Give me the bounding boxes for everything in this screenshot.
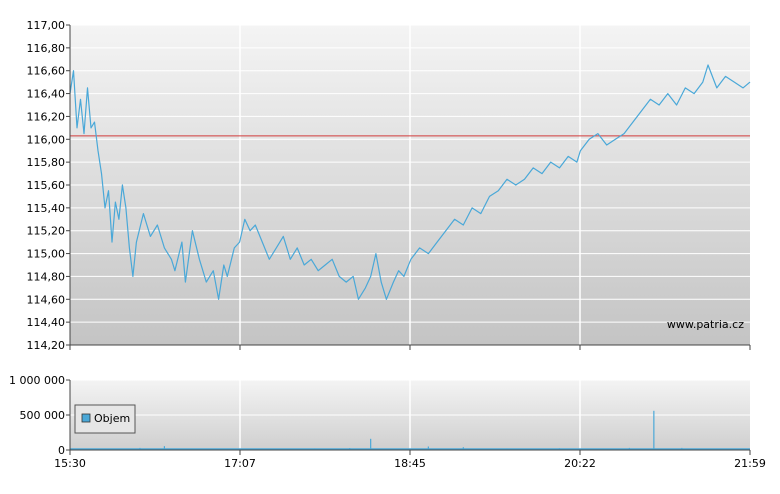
price-y-tick-label: 116,60 [27,65,66,78]
price-y-tick-label: 115,00 [27,248,66,261]
x-tick-label: 17:07 [224,457,256,470]
price-y-tick-label: 114,20 [27,339,66,352]
price-y-tick-label: 114,60 [27,293,66,306]
price-y-tick-label: 115,20 [27,225,66,238]
price-y-tick-label: 115,80 [27,156,66,169]
price-y-tick-label: 116,20 [27,110,66,123]
price-y-tick-label: 115,60 [27,179,66,192]
price-y-tick-label: 114,80 [27,270,66,283]
x-tick-label: 15:30 [54,457,86,470]
price-series-line [69,64,751,300]
x-tick-label: 21:59 [734,457,766,470]
price-y-tick-label: 115,40 [27,202,66,215]
price-y-tick-label: 114,40 [27,316,66,329]
price-y-tick-label: 116,00 [27,133,66,146]
volume-legend: Objem [74,404,136,434]
x-tick-label: 20:22 [564,457,596,470]
watermark-text: www.patria.cz [667,318,744,331]
price-y-tick-label: 116,80 [27,42,66,55]
price-chart-panel: 117,00 116,80 116,60 116,40 116,20 116,00 115,… [27,19,751,352]
legend-label: Objem [94,412,130,425]
legend-swatch [81,413,91,423]
volume-y-tick-label: 500 000 [20,409,66,422]
volume-chart-panel: 1 000 000 500 000 015:30 17:07 18:45 20:22 21:… [9,374,766,470]
price-y-tick-label: 116,40 [27,88,66,101]
price-y-tick-label: 117,00 [27,19,66,32]
x-tick-label: 18:45 [394,457,426,470]
volume-y-tick-label: 1 000 000 [9,374,65,387]
volume-y-tick-label: 0 [58,444,65,457]
